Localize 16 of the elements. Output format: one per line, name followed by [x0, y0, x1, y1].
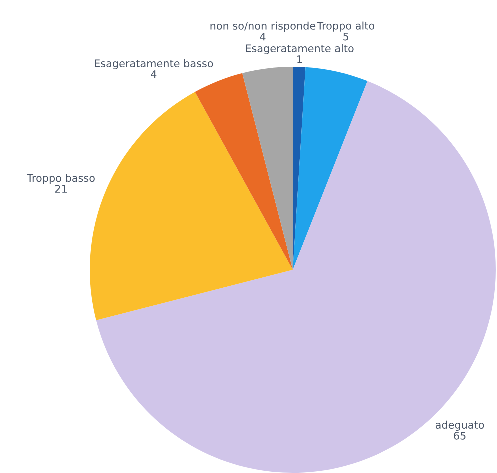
slice-label: Troppo basso — [27, 174, 95, 184]
pie-slice — [195, 73, 293, 270]
pie-slice — [96, 81, 496, 473]
slice-label: Esageratamente basso — [95, 59, 214, 70]
slice-label: Esageratamente alto — [246, 44, 354, 55]
data-label: 4 — [260, 33, 266, 41]
data-label: 1 — [298, 56, 302, 64]
slice-label: adeguato — [436, 420, 484, 432]
data-label: 4 — [151, 70, 157, 78]
slice-label: non so/non risponde — [210, 22, 316, 32]
pie-slice — [242, 67, 293, 270]
pie-slice — [293, 67, 368, 270]
data-label: 65 — [454, 432, 466, 440]
data-label: 21 — [55, 185, 67, 193]
data-label: 5 — [344, 32, 349, 41]
slice-label: Troppo alto — [317, 22, 375, 32]
